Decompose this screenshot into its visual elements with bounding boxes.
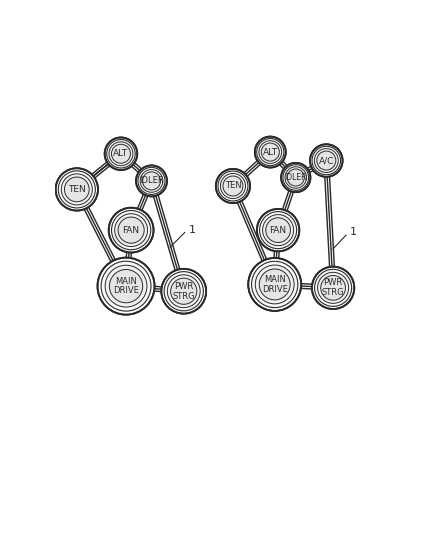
Ellipse shape: [255, 136, 286, 167]
Ellipse shape: [218, 171, 248, 201]
Ellipse shape: [260, 212, 297, 249]
Ellipse shape: [257, 139, 284, 166]
Ellipse shape: [61, 174, 92, 205]
Ellipse shape: [223, 176, 243, 196]
Ellipse shape: [287, 169, 304, 186]
Ellipse shape: [56, 168, 98, 211]
Ellipse shape: [109, 208, 154, 253]
Ellipse shape: [283, 165, 309, 190]
Ellipse shape: [314, 269, 352, 306]
Text: FAN: FAN: [269, 225, 286, 235]
Ellipse shape: [220, 173, 246, 199]
Ellipse shape: [266, 218, 290, 243]
Text: PWR
STRG: PWR STRG: [322, 278, 344, 297]
Ellipse shape: [105, 265, 147, 307]
Ellipse shape: [109, 142, 133, 166]
Text: PWR
STRG: PWR STRG: [173, 282, 195, 301]
Ellipse shape: [251, 261, 298, 308]
Text: MAIN
DRIVE: MAIN DRIVE: [262, 275, 288, 294]
Ellipse shape: [107, 140, 135, 168]
Text: TEN: TEN: [68, 185, 86, 194]
Text: MAIN
DRIVE: MAIN DRIVE: [113, 277, 139, 295]
Ellipse shape: [58, 171, 95, 208]
Ellipse shape: [161, 269, 206, 313]
Ellipse shape: [314, 149, 338, 173]
Ellipse shape: [110, 270, 143, 303]
Ellipse shape: [112, 211, 151, 250]
Ellipse shape: [138, 167, 165, 195]
Ellipse shape: [321, 276, 346, 300]
Ellipse shape: [136, 165, 167, 196]
Ellipse shape: [98, 257, 155, 314]
Ellipse shape: [64, 177, 89, 202]
Ellipse shape: [105, 138, 137, 170]
Ellipse shape: [259, 141, 282, 164]
Ellipse shape: [140, 169, 163, 192]
Ellipse shape: [285, 167, 307, 188]
Ellipse shape: [317, 151, 336, 170]
Ellipse shape: [164, 272, 203, 311]
Ellipse shape: [216, 169, 250, 203]
Ellipse shape: [142, 172, 160, 190]
Text: FAN: FAN: [123, 225, 140, 235]
Ellipse shape: [312, 146, 341, 175]
Text: 1: 1: [350, 227, 357, 237]
Ellipse shape: [171, 278, 197, 304]
Ellipse shape: [248, 258, 301, 311]
Ellipse shape: [318, 272, 349, 303]
Text: TEN: TEN: [225, 182, 241, 190]
Text: IDLER: IDLER: [139, 176, 164, 185]
Ellipse shape: [101, 261, 151, 311]
Text: ALT: ALT: [113, 149, 129, 158]
Ellipse shape: [111, 144, 131, 163]
Ellipse shape: [312, 266, 354, 309]
Ellipse shape: [262, 215, 293, 246]
Ellipse shape: [261, 143, 279, 161]
Text: A/C: A/C: [318, 156, 334, 165]
Ellipse shape: [281, 163, 311, 192]
Text: IDLER: IDLER: [285, 173, 307, 182]
Text: ALT: ALT: [263, 148, 278, 157]
Text: 1: 1: [189, 225, 196, 235]
Ellipse shape: [118, 217, 144, 243]
Ellipse shape: [310, 144, 343, 177]
Ellipse shape: [259, 269, 290, 300]
Ellipse shape: [167, 275, 200, 308]
Ellipse shape: [257, 209, 299, 252]
Ellipse shape: [115, 214, 148, 247]
Ellipse shape: [255, 265, 294, 304]
